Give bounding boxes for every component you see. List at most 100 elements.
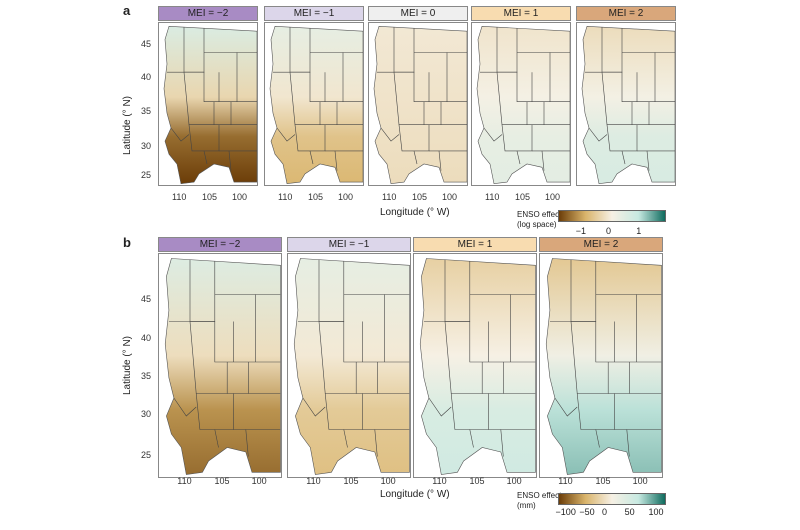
panel-a-strip-1: MEI = −1	[264, 6, 364, 21]
panel-a-border-2-9	[380, 127, 400, 142]
panel-a-xtick-0-1: 105	[202, 192, 218, 202]
panel-b-xtick-1-0: 110	[306, 476, 321, 486]
panel-b-border-1-9	[302, 397, 326, 417]
panel-a-border-3-8	[541, 150, 545, 171]
panel-a-xtick-2-1: 105	[412, 192, 428, 202]
panel-a-strip-2: MEI = 0	[368, 6, 468, 21]
panel-b-border-2-8	[500, 429, 504, 457]
panel-b-border-1-7	[343, 429, 348, 448]
panel-b-border-1-5	[324, 393, 363, 430]
panel-b-border-1-8	[374, 429, 378, 457]
panel-b-map-3	[539, 253, 663, 478]
panel-a-border-0-9	[170, 127, 190, 142]
panel-a-ytick-4: 25	[141, 170, 152, 181]
panel-b-strip-1: MEI = −1	[287, 237, 411, 252]
panel-a-border-1-3	[289, 72, 321, 125]
panel-b-xtick-3-2: 100	[632, 476, 648, 486]
panel-b-colorbar-tick-4: 100	[648, 507, 664, 517]
panel-b-label: b	[123, 235, 131, 250]
panel-a-xtick-2-2: 100	[442, 192, 458, 202]
panel-b-xtick-2-1: 105	[469, 476, 485, 486]
panel-a-border-0-8	[228, 150, 232, 171]
panel-b-map-0	[158, 253, 282, 478]
panel-b-xtick-1-1: 105	[343, 476, 359, 486]
panel-a-border-4-2	[585, 71, 675, 102]
panel-a-border-4-8	[646, 150, 650, 171]
panel-a-xtick-3-1: 105	[515, 192, 531, 202]
panel-a-border-1-7	[309, 150, 314, 165]
panel-b-border-3-2	[549, 321, 662, 363]
panel-a-xtick-1-1: 105	[308, 192, 324, 202]
panel-a-region-1	[269, 25, 363, 185]
panel-b-map-2	[413, 253, 537, 478]
panel-b-ytick-4: 25	[141, 449, 152, 460]
panel-a-label: a	[123, 3, 131, 18]
panel-a-border-0-5	[188, 124, 220, 152]
panel-b-xtick-2-0: 110	[432, 476, 447, 486]
panel-b-border-1-3	[318, 321, 357, 394]
panel-b-xtick-3-1: 105	[595, 476, 611, 486]
panel-b-border-2-3	[444, 321, 483, 394]
panel-a-border-0-7	[203, 150, 208, 165]
panel-a-region-2	[373, 25, 467, 185]
panel-a-xtick-2-0: 110	[382, 192, 397, 202]
panel-b-region-0	[164, 258, 281, 475]
panel-b-border-3-7	[595, 429, 600, 448]
panel-b-border-0-2	[168, 321, 281, 363]
panel-a-border-3-7	[516, 150, 521, 165]
panel-b-border-2-2	[423, 321, 536, 363]
panel-b-colorbar-tick-1: −50	[579, 507, 595, 517]
panel-a-xtick-0-0: 110	[172, 192, 187, 202]
panel-b-border-3-9	[554, 397, 578, 417]
panel-b-strip-2: MEI = 1	[413, 237, 537, 252]
panel-b-border-0-9	[173, 397, 197, 417]
panel-a-colorbar-tick-0: −1	[575, 226, 587, 236]
panel-a-border-1-8	[334, 150, 338, 171]
panel-b-xtick-1-2: 100	[380, 476, 396, 486]
panel-a-border-2-3	[393, 72, 425, 125]
panel-a-border-0-2	[167, 71, 257, 102]
panel-b-border-1-2	[297, 321, 410, 363]
panel-a-border-3-5	[501, 124, 533, 152]
panel-a-xlabel: Longitude (° W)	[380, 207, 450, 218]
panel-b-ytick-1: 40	[141, 332, 152, 343]
panel-a-colorbar-title: ENSO effect (log space)	[517, 210, 562, 229]
panel-a-ytick-0: 45	[141, 38, 152, 49]
panel-a-border-2-7	[413, 150, 418, 165]
panel-a-border-1-5	[294, 124, 326, 152]
panel-a-border-4-9	[588, 127, 608, 142]
panel-a-strip-3: MEI = 1	[471, 6, 571, 21]
panel-b-xtick-3-0: 110	[558, 476, 573, 486]
panel-a-xtick-0-2: 100	[232, 192, 248, 202]
panel-b-border-3-5	[576, 393, 615, 430]
panel-a-border-1-2	[273, 71, 363, 102]
panel-a-colorbar-tick-2: 1	[636, 226, 642, 236]
panel-a-border-2-8	[438, 150, 442, 171]
panel-b-border-2-5	[450, 393, 489, 430]
panel-b-xtick-0-1: 105	[214, 476, 230, 486]
panel-b-border-0-7	[214, 429, 219, 448]
panel-a-region-0	[163, 25, 257, 185]
panel-a-ytick-1: 40	[141, 71, 152, 82]
panel-a-colorbar-tick-1: 0	[606, 226, 612, 236]
panel-b-colorbar-tick-0: −100	[555, 507, 576, 517]
panel-a-region-3	[476, 25, 570, 185]
panel-b-ytick-0: 45	[141, 294, 152, 305]
panel-b-border-2-7	[469, 429, 474, 448]
panel-b-colorbar	[558, 493, 666, 505]
panel-b-colorbar-tick-2: 0	[602, 507, 608, 517]
panel-a-map-4	[576, 22, 676, 186]
panel-a-ytick-3: 30	[141, 140, 152, 151]
panel-b-region-2	[419, 258, 536, 475]
panel-b-xlabel: Longitude (° W)	[380, 489, 450, 500]
panel-b-border-3-3	[570, 321, 609, 394]
panel-a-xtick-3-0: 110	[485, 192, 500, 202]
panel-a-border-3-3	[496, 72, 528, 125]
panel-b-strip-0: MEI = −2	[158, 237, 282, 252]
panel-b-xtick-0-2: 100	[251, 476, 267, 486]
panel-b-region-1	[293, 258, 410, 475]
panel-b-border-0-8	[245, 429, 249, 457]
panel-a-map-0	[158, 22, 258, 186]
panel-b-border-0-3	[189, 321, 228, 394]
panel-b-map-1	[287, 253, 411, 478]
